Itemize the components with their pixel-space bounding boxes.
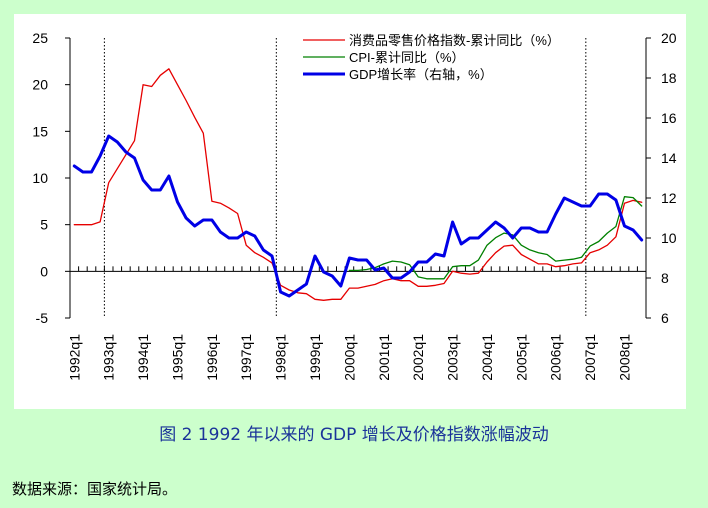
y-left-tick-label: 15 [32, 123, 48, 139]
x-tick-label: 1998q1 [273, 334, 289, 381]
x-tick-label: 2006q1 [548, 334, 564, 381]
y-left-tick-label: 25 [32, 30, 48, 46]
y-right-tick-label: 18 [661, 70, 677, 86]
y-left-tick-label: -5 [36, 310, 49, 326]
plot-panel [14, 14, 686, 409]
y-left-tick-label: 5 [40, 217, 48, 233]
retail-price-index-line [73, 68, 643, 301]
x-tick-label: 2001q1 [376, 334, 392, 381]
x-tick-label: 2007q1 [582, 334, 598, 381]
y-left-tick-label: 0 [40, 263, 48, 279]
gdp-growth-line [72, 134, 644, 298]
x-tick-label: 1999q1 [307, 334, 323, 381]
y-right-tick-label: 10 [661, 230, 677, 246]
x-tick-label: 2004q1 [479, 334, 495, 381]
y-right-tick-label: 8 [661, 270, 669, 286]
data-source-note: 数据来源：国家统计局。 [12, 480, 178, 498]
legend-label-cpi: CPI-累计同比（%） [349, 50, 465, 65]
x-tick-label: 1992q1 [66, 334, 82, 381]
figure-caption: 图 2 1992 年以来的 GDP 增长及价格指数涨幅波动 [159, 425, 549, 445]
x-tick-label: 1993q1 [101, 334, 117, 381]
x-tick-label: 2008q1 [617, 334, 633, 381]
y-right-tick-label: 16 [661, 110, 677, 126]
legend-label-gdp-growth: GDP增长率（右轴，%） [349, 67, 493, 82]
y-left-tick-label: 20 [32, 77, 48, 93]
legend-label-retail-price-index: 消费品零售价格指数-累计同比（%） [349, 33, 560, 48]
x-tick-label: 1995q1 [169, 334, 185, 381]
y-left-tick-label: 10 [32, 170, 48, 186]
x-tick-label: 1997q1 [238, 334, 254, 381]
y-right-tick-label: 14 [661, 150, 677, 166]
y-right-tick-label: 12 [661, 190, 677, 206]
x-tick-label: 2002q1 [410, 334, 426, 381]
x-tick-label: 2003q1 [445, 334, 461, 381]
y-right-tick-label: 20 [661, 30, 677, 46]
cpi-line [348, 196, 643, 280]
x-tick-label: 2000q1 [341, 334, 357, 381]
y-right-tick-label: 6 [661, 310, 669, 326]
line-chart: -5 0 5 10 15 20 25 6 8 10 12 14 16 18 20 1992q1 1993q1 19… [14, 14, 686, 409]
x-tick-label: 1994q1 [135, 334, 151, 381]
x-tick-label: 1996q1 [204, 334, 220, 381]
x-tick-label: 2005q1 [513, 334, 529, 381]
